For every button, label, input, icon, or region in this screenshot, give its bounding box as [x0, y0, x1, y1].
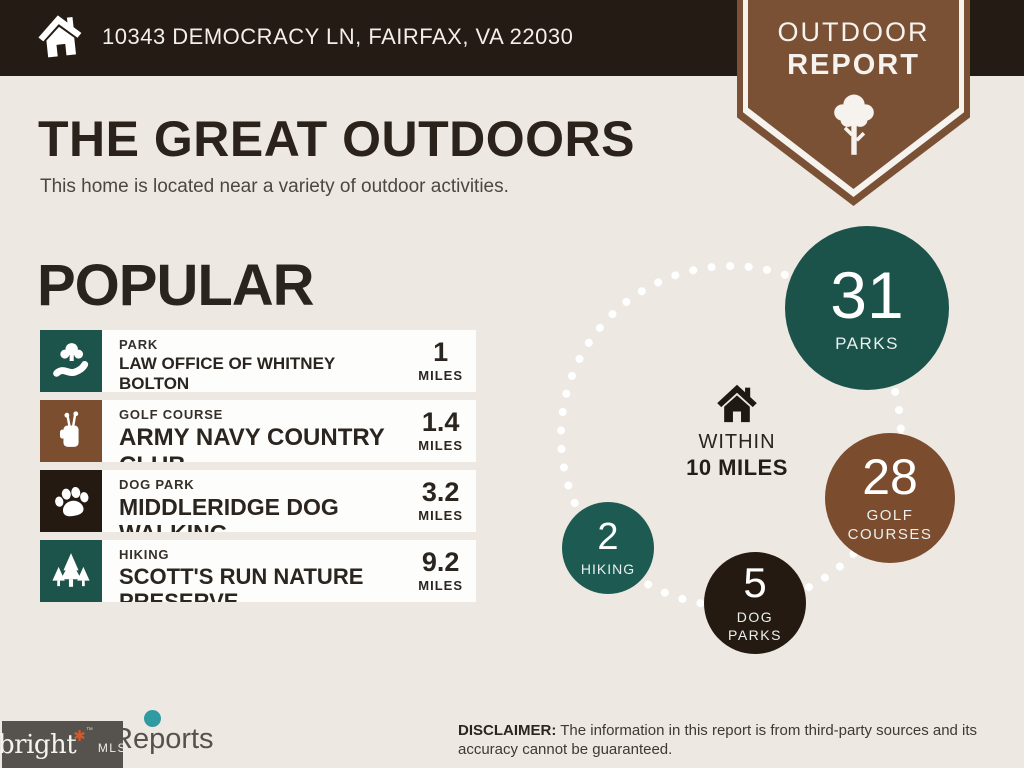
pine-trees-icon — [40, 540, 102, 602]
reports-logo-text: Reports — [112, 723, 214, 755]
disclaimer: DISCLAIMER: The information in this repo… — [458, 721, 1010, 759]
trademark-symbol: ™ — [85, 727, 93, 734]
property-address: 10343 DEMOCRACY LN, FAIRFAX, VA 22030 — [102, 24, 574, 49]
item-category: PARK — [119, 337, 159, 352]
item-name: ARMY NAVY COUNTRY CLUB — [119, 424, 385, 462]
bubble-dog-parks: 5 DOG PARKS — [704, 552, 806, 654]
page-subtitle: This home is located near a variety of o… — [40, 176, 509, 197]
radial-center: WITHIN 10 MILES — [657, 384, 817, 481]
popular-heading: POPULAR — [37, 253, 315, 318]
outdoor-report-ribbon: OUTDOOR REPORT — [737, 0, 970, 206]
item-distance: 9.2 — [421, 547, 460, 577]
bubble-hiking: 2 HIKING — [562, 502, 654, 594]
home-icon — [34, 9, 87, 64]
bubble-count: 5 — [743, 559, 767, 606]
page-title: THE GREAT OUTDOORS — [38, 111, 635, 167]
disclaimer-text: The information in this report is from t… — [458, 722, 978, 758]
tree-icon — [827, 90, 881, 166]
bright-mls-logo: bright ✱ ™ MLS — [0, 721, 125, 768]
item-distance: 1.4 — [421, 407, 460, 437]
ribbon-title-line2: REPORT — [787, 49, 920, 81]
bubble-count: 2 — [597, 515, 619, 558]
item-distance-unit: MILES — [418, 578, 463, 593]
home-icon — [715, 384, 759, 425]
bright-logo-wordmark: bright — [0, 729, 77, 760]
list-item-park: PARK LAW OFFICE OF WHITNEY BOLTON 1 MILE… — [40, 330, 476, 392]
item-name: MIDDLERIDGE DOG WALKING — [119, 494, 339, 532]
item-distance: 1 — [433, 337, 449, 367]
bubble-count: 28 — [862, 448, 918, 505]
item-distance: 3.2 — [421, 477, 460, 507]
list-item-dog-park: DOG PARK MIDDLERIDGE DOG WALKING 3.2 MIL… — [40, 470, 476, 532]
list-item-golf-course: GOLF COURSE ARMY NAVY COUNTRY CLUB 1.4 M… — [40, 400, 476, 462]
bubble-label: PARKS — [835, 333, 899, 353]
radius-label-line2: 10 MILES — [686, 454, 788, 480]
golf-bag-icon — [40, 400, 102, 462]
mls-logo-text: MLS — [97, 740, 127, 755]
item-distance-unit: MILES — [418, 368, 463, 383]
item-category: DOG PARK — [119, 477, 195, 492]
item-name: LAW OFFICE OF WHITNEY BOLTON — [119, 354, 335, 392]
park-icon — [40, 330, 102, 392]
ribbon-title-line1: OUTDOOR — [777, 17, 930, 47]
bubble-parks: 31 PARKS — [785, 226, 949, 390]
bubble-label: GOLF COURSES — [847, 506, 933, 543]
bubble-golf-courses: 28 GOLF COURSES — [825, 433, 955, 563]
item-distance-unit: MILES — [418, 438, 463, 453]
bubble-label: HIKING — [580, 560, 636, 577]
item-distance-unit: MILES — [418, 508, 463, 523]
bubble-label: DOG PARKS — [728, 609, 782, 643]
bubble-count: 31 — [830, 257, 904, 332]
item-name: SCOTT'S RUN NATURE PRESERVE — [119, 564, 364, 602]
disclaimer-label: DISCLAIMER: — [458, 722, 557, 739]
partial-logo-dot — [144, 710, 161, 727]
item-category: GOLF COURSE — [119, 407, 224, 422]
asterisk-icon: ✱ — [73, 727, 86, 745]
radius-label-line1: WITHIN — [698, 430, 776, 453]
list-item-hiking: HIKING SCOTT'S RUN NATURE PRESERVE 9.2 M… — [40, 540, 476, 602]
paw-icon — [40, 470, 102, 532]
item-category: HIKING — [119, 547, 170, 562]
